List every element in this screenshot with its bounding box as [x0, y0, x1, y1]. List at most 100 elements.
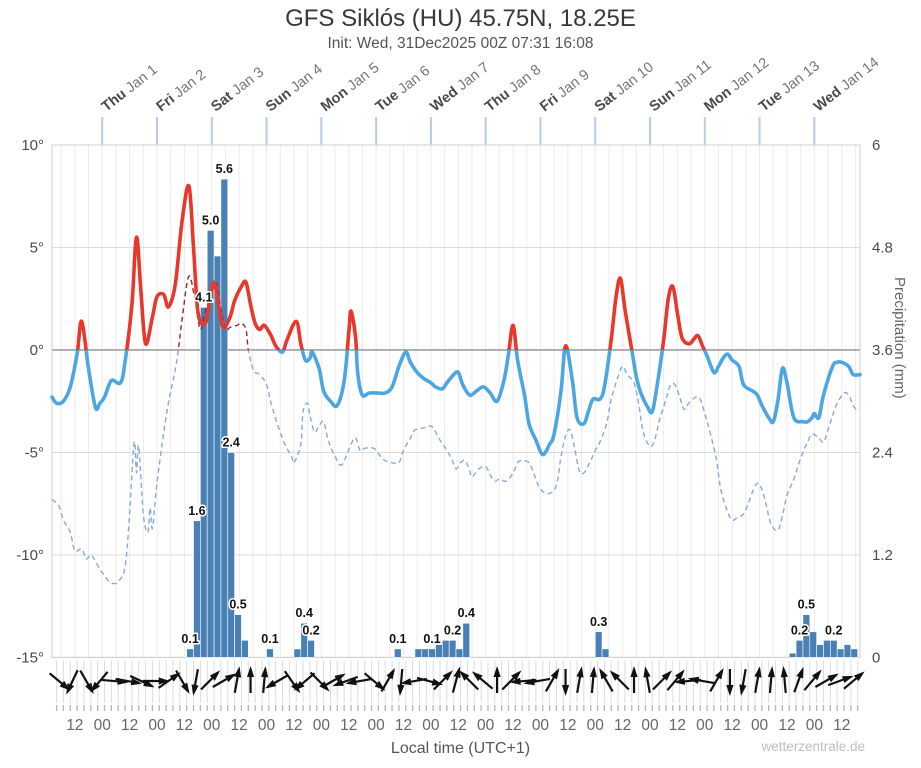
wind-arrow: [803, 669, 822, 691]
wind-arrow-head: [509, 677, 521, 685]
wind-arrow: [630, 666, 638, 693]
precip-bar-label: 0.2: [444, 623, 461, 637]
wind-arrow: [345, 677, 373, 686]
dewpoint-line-cold: [51, 349, 859, 585]
precip-bar: [448, 640, 457, 658]
day-label: Mon Jan 5: [318, 60, 382, 115]
precip-bar: [421, 648, 429, 658]
precip-bar-label: 0.2: [302, 623, 319, 637]
wind-arrow: [814, 673, 839, 688]
time-tick-label: 12: [231, 717, 248, 734]
day-label: Thu Jan 1: [99, 62, 161, 115]
wind-arrow: [780, 666, 788, 694]
wind-arrow: [233, 666, 242, 694]
time-tick-label: 12: [450, 717, 467, 734]
wind-arrow-head: [726, 685, 734, 696]
precip-bar-label: 0.4: [458, 606, 475, 620]
wind-arrow: [471, 671, 494, 690]
wind-arrow-head: [673, 677, 686, 685]
precip-bar: [428, 648, 436, 658]
wind-arrow: [726, 669, 734, 696]
wind-arrow-head: [609, 670, 621, 681]
wind-arrow-head: [523, 678, 535, 686]
precip-bar: [293, 648, 302, 658]
wind-arrow: [309, 671, 330, 692]
wind-arrow: [90, 671, 109, 693]
time-tick-label: 00: [94, 717, 112, 734]
wind-arrow-head: [66, 683, 75, 695]
wind-arrow: [709, 668, 724, 692]
wind-arrow-head: [674, 669, 685, 681]
wind-arrow-head: [589, 666, 597, 678]
precip-bar: [795, 640, 804, 658]
time-tick-label: 00: [258, 717, 276, 734]
precip-bar: [788, 652, 797, 658]
precip-bar: [816, 644, 824, 658]
wind-arrow: [767, 666, 775, 694]
y-right-tick-label: 1.2: [872, 547, 893, 564]
temperature-line-cold: [50, 349, 862, 457]
wind-arrow-head: [599, 668, 608, 680]
wind-arrow: [643, 666, 651, 694]
precip-bar-label: 2.4: [222, 435, 239, 449]
time-tick-label: 12: [285, 717, 302, 734]
time-tick-label: 12: [669, 717, 686, 734]
wind-arrow-head: [246, 666, 255, 677]
wind-arrow-head: [397, 684, 405, 696]
time-tick-label: 00: [587, 717, 605, 734]
precip-bar: [601, 648, 610, 658]
wind-arrow: [501, 670, 522, 691]
time-tick-label: 00: [203, 717, 221, 734]
precip-bar: [843, 644, 852, 658]
wind-arrow: [666, 669, 685, 691]
time-tick-label: 00: [313, 717, 331, 734]
wind-arrow-head: [234, 666, 242, 678]
time-tick-label: 12: [121, 717, 138, 734]
wind-arrow-head: [453, 666, 461, 679]
plot-border: [51, 144, 861, 658]
wind-arrow-head: [853, 671, 865, 682]
precip-bar: [186, 648, 194, 658]
wind-arrow: [142, 677, 170, 685]
dewpoint-line-warm: [177, 275, 250, 350]
wind-arrow-head: [332, 678, 344, 687]
wind-arrow: [754, 666, 762, 694]
wind-arrow: [261, 666, 269, 694]
precip-bar-label: 0.1: [261, 632, 278, 646]
wind-arrow: [191, 668, 199, 696]
time-tick-label: 00: [367, 717, 385, 734]
wind-arrow: [599, 668, 614, 692]
time-tick-label: 00: [532, 717, 550, 734]
wind-arrow-head: [261, 666, 269, 678]
time-tick-label: 12: [395, 717, 412, 734]
precip-bar-label: 0.1: [181, 632, 198, 646]
wind-arrow-head: [224, 673, 237, 683]
init-subtitle: Init: Wed, 31Dec2025 00Z 07:31 16:08: [327, 35, 594, 52]
precip-bar: [200, 306, 208, 658]
wind-arrow-head: [550, 668, 560, 680]
time-tick-label: 12: [559, 717, 576, 734]
precip-bar-label: 0.1: [423, 632, 440, 646]
time-tick-label: 12: [340, 717, 357, 734]
precip-bar: [414, 648, 423, 658]
wind-arrow-head: [643, 666, 651, 678]
wind-arrow: [589, 666, 597, 694]
x-axis-title: Local time (UTC+1): [390, 740, 531, 757]
temperature-line-warm: [75, 183, 707, 350]
y-left-tick-label: 0°: [30, 342, 44, 359]
wind-arrow-head: [661, 670, 673, 681]
time-tick-label: 00: [477, 717, 495, 734]
wind-arrow-head: [334, 673, 346, 683]
precip-bar: [220, 178, 229, 658]
wind-arrow: [793, 666, 804, 693]
day-label: Sat Jan 3: [208, 64, 267, 115]
wind-arrow: [827, 675, 854, 687]
wind-arrow-head: [180, 682, 190, 694]
precip-bar: [809, 631, 817, 658]
precip-bar: [594, 631, 603, 658]
y-right-tick-label: 6: [872, 137, 880, 154]
wind-arrow: [115, 677, 143, 686]
precip-bar-label: 1.6: [188, 504, 205, 518]
y-left-tick-label: -10°: [16, 547, 44, 564]
wind-arrow-head: [130, 678, 143, 686]
